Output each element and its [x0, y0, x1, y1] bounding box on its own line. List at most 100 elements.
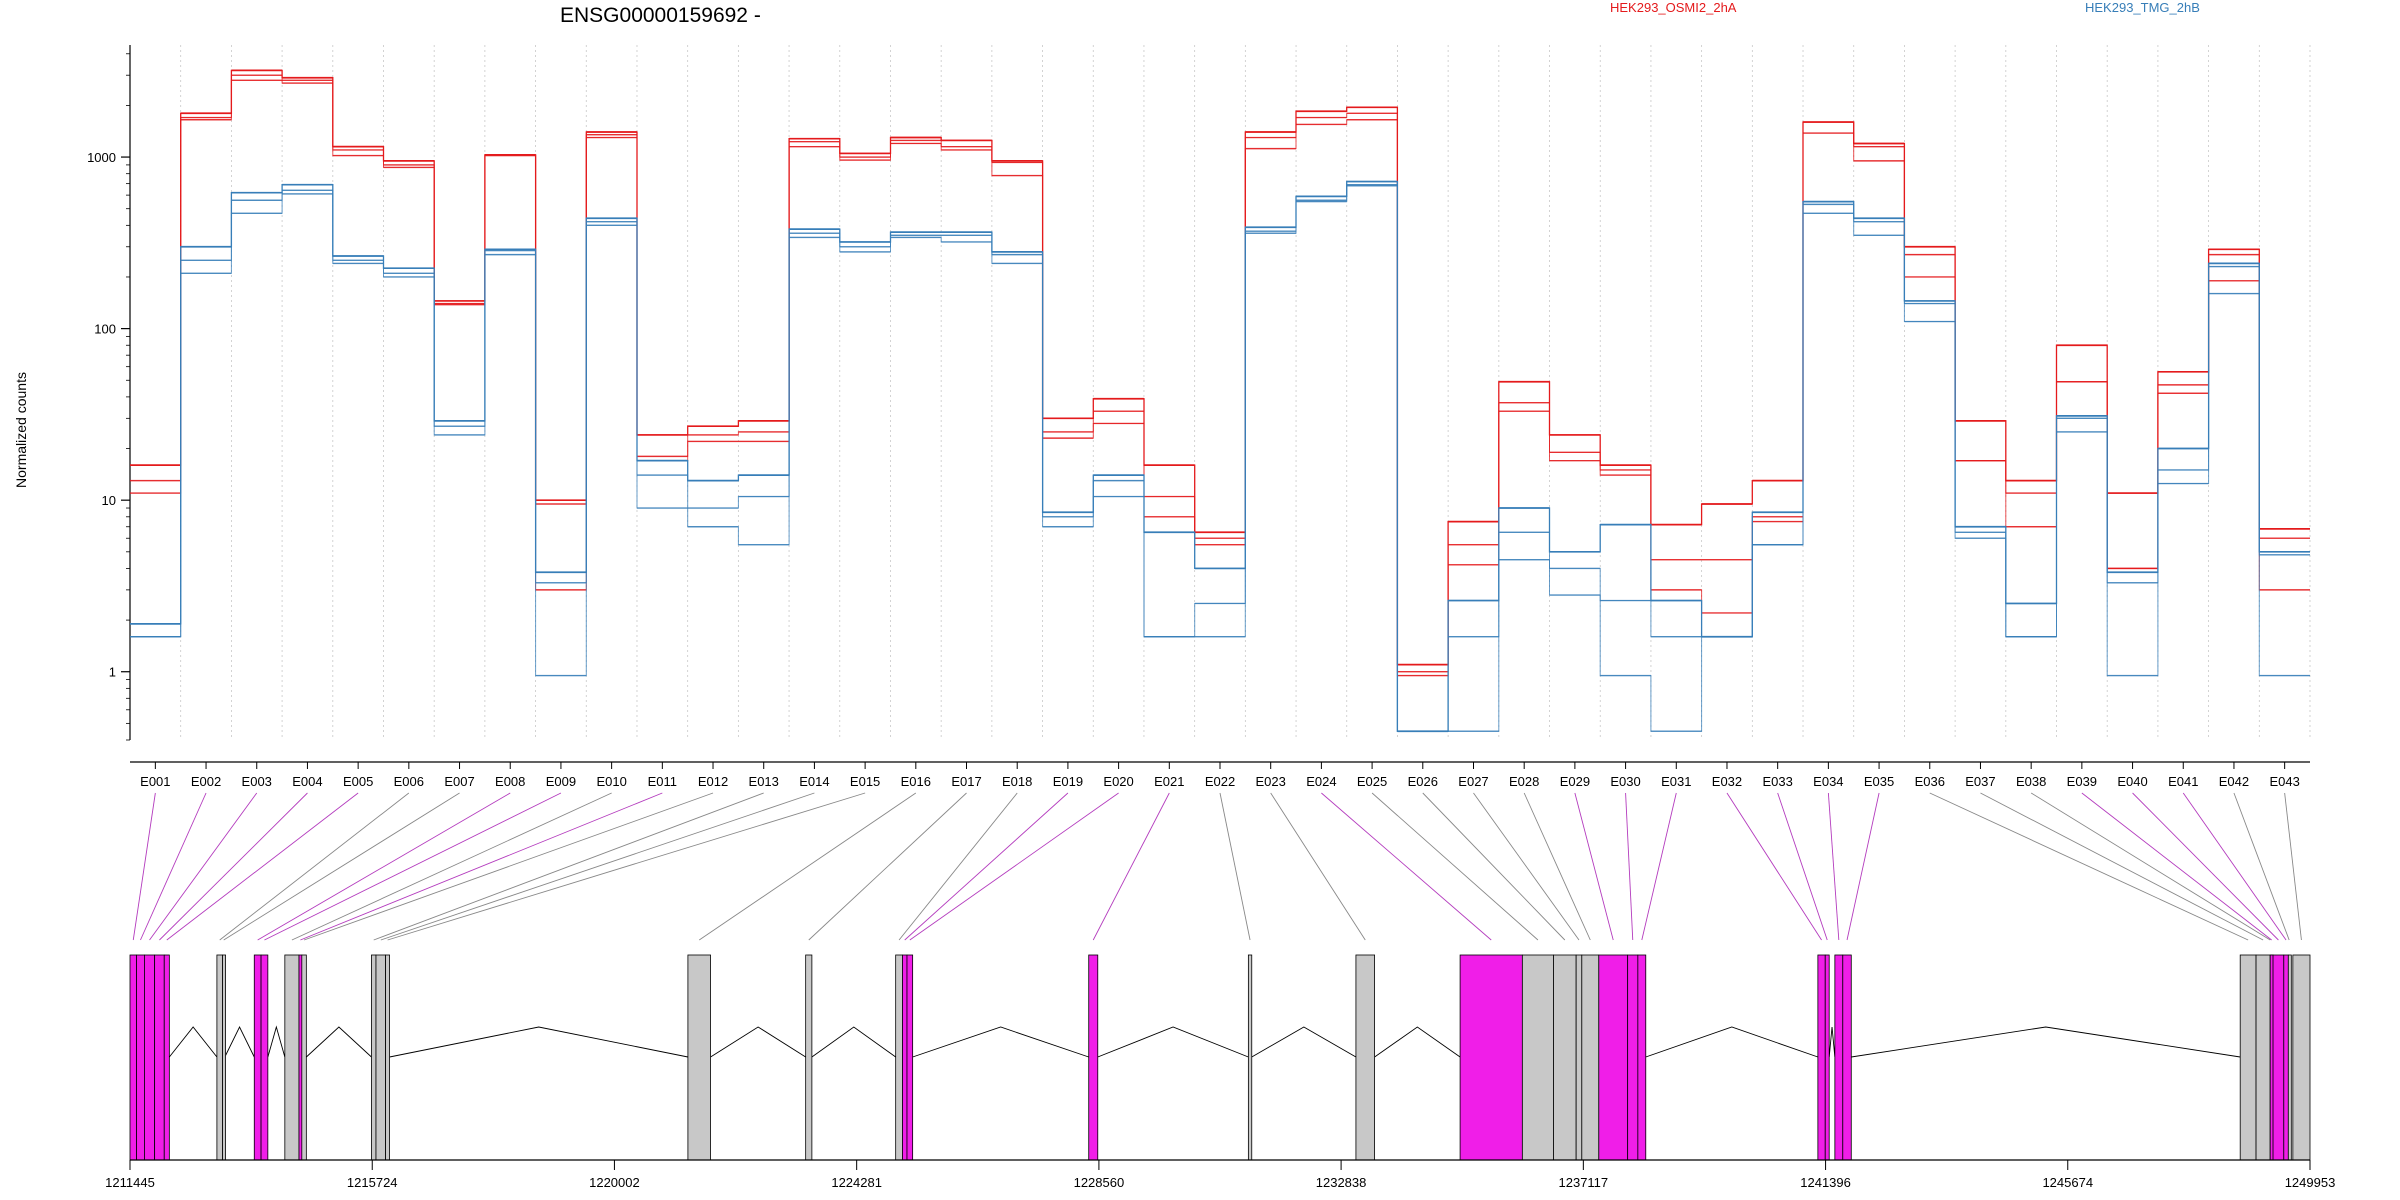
exon-connector	[1929, 792, 2249, 941]
exon-connector	[264, 792, 562, 941]
exon-box	[2272, 954, 2285, 1161]
exon-connector	[2182, 792, 2287, 941]
exon-connector	[2284, 792, 2302, 941]
exon-box	[284, 954, 300, 1161]
exon-connector	[904, 792, 1069, 941]
x-tick-label: E007	[444, 774, 474, 789]
exon-connector	[303, 792, 714, 941]
x-tick-label: E043	[2269, 774, 2299, 789]
exon-box	[375, 954, 387, 1161]
exon-connector	[909, 792, 1119, 941]
x-tick-label: E014	[799, 774, 829, 789]
intron-line	[912, 1026, 1089, 1058]
exon-box	[805, 954, 813, 1161]
x-tick-label: E002	[191, 774, 221, 789]
x-tick-label: E029	[1560, 774, 1590, 789]
intron-line	[1251, 1026, 1357, 1058]
intron-line	[389, 1026, 688, 1058]
intron-line	[1828, 1026, 1836, 1058]
exon-connector	[380, 792, 815, 941]
exon-box	[253, 954, 262, 1161]
exon-box	[1817, 954, 1826, 1161]
exon-connector	[1473, 792, 1580, 941]
intron-line	[1851, 1026, 2241, 1058]
gene-model	[129, 954, 2311, 1161]
genomic-tick-label: 1245674	[2042, 1175, 2093, 1190]
genomic-tick-label: 1237117	[1559, 1175, 1609, 1190]
exon-connector	[1422, 792, 1566, 941]
exon-connector	[1827, 792, 1840, 941]
exon-connectors	[132, 792, 2302, 941]
genomic-tick-label: 1224281	[831, 1175, 882, 1190]
exon-box	[1521, 954, 1554, 1161]
exon-connector	[1321, 792, 1492, 941]
genomic-tick-label: 1241396	[1800, 1175, 1851, 1190]
series-2-replicate	[130, 184, 2310, 732]
exon-box	[154, 954, 165, 1161]
y-axis-label: Normalized counts	[13, 372, 29, 488]
exon-connector	[140, 792, 207, 941]
exon-box	[1088, 954, 1099, 1161]
intron-line	[267, 1025, 286, 1058]
exon-box	[1581, 954, 1600, 1161]
x-tick-label: E033	[1762, 774, 1792, 789]
x-tick-label: E038	[2016, 774, 2046, 789]
x-tick-label: E013	[749, 774, 779, 789]
x-tick-label: E019	[1053, 774, 1083, 789]
x-tick-label: E040	[2117, 774, 2147, 789]
intron-line	[710, 1026, 806, 1058]
exon-box	[216, 954, 223, 1161]
exon-box	[385, 954, 390, 1161]
x-tick-label: E042	[2219, 774, 2249, 789]
x-tick-label: E020	[1103, 774, 1133, 789]
genomic-tick-label: 1232838	[1316, 1175, 1367, 1190]
exon-box	[895, 954, 903, 1161]
axes: 1 10 100 1000	[87, 45, 131, 741]
y-tick-label: 100	[94, 322, 116, 337]
exon-box	[260, 954, 269, 1161]
x-tick-label: E032	[1712, 774, 1742, 789]
exon-connector	[1523, 792, 1591, 941]
exon-box	[1598, 954, 1629, 1161]
x-tick-label: E025	[1357, 774, 1387, 789]
exon-connector	[2132, 792, 2279, 941]
exon-connector	[2233, 792, 2290, 941]
legend-label-series-2: HEK293_TMG_2hB	[2085, 0, 2200, 15]
exon-connector	[1270, 792, 1366, 941]
x-tick-label: E006	[394, 774, 424, 789]
legend-label-series-1: HEK293_OSMI2_2hA	[1610, 0, 1737, 15]
chart-title: ENSG00000159692 -	[560, 4, 761, 27]
x-tick-label: E026	[1408, 774, 1438, 789]
x-tick-label: E008	[495, 774, 525, 789]
exon-box	[1247, 954, 1253, 1161]
x-tick-label: E004	[292, 774, 322, 789]
exon-connector	[1777, 792, 1828, 941]
exon-connector	[166, 792, 359, 941]
exon-connector	[1641, 792, 1677, 941]
exon-connector	[1092, 792, 1170, 941]
y-tick-label: 10	[102, 493, 116, 508]
x-tick-label: E016	[901, 774, 931, 789]
exon-box	[2255, 954, 2271, 1161]
x-tick-label: E039	[2067, 774, 2097, 789]
exon-box	[222, 954, 226, 1161]
exon-box	[1637, 954, 1647, 1161]
x-tick-label: E005	[343, 774, 373, 789]
exon-box	[2287, 954, 2292, 1161]
exon-connector	[300, 792, 663, 941]
series-2-line	[130, 180, 2310, 732]
exon-connector	[2030, 792, 2271, 941]
exon-box	[1459, 954, 1523, 1161]
exon-connector	[387, 792, 866, 941]
x-tick-label: E010	[596, 774, 626, 789]
exon-box	[1355, 954, 1376, 1161]
exon-box	[301, 954, 307, 1161]
x-tick-label: E017	[951, 774, 981, 789]
exon-connector	[1219, 792, 1251, 941]
exon-connector	[808, 792, 967, 941]
series-1-replicate	[130, 74, 2310, 673]
exon-box	[687, 954, 711, 1161]
x-tick-label: E035	[1864, 774, 1894, 789]
genomic-tick-label: 1220002	[589, 1175, 640, 1190]
x-tick-label: E003	[242, 774, 272, 789]
